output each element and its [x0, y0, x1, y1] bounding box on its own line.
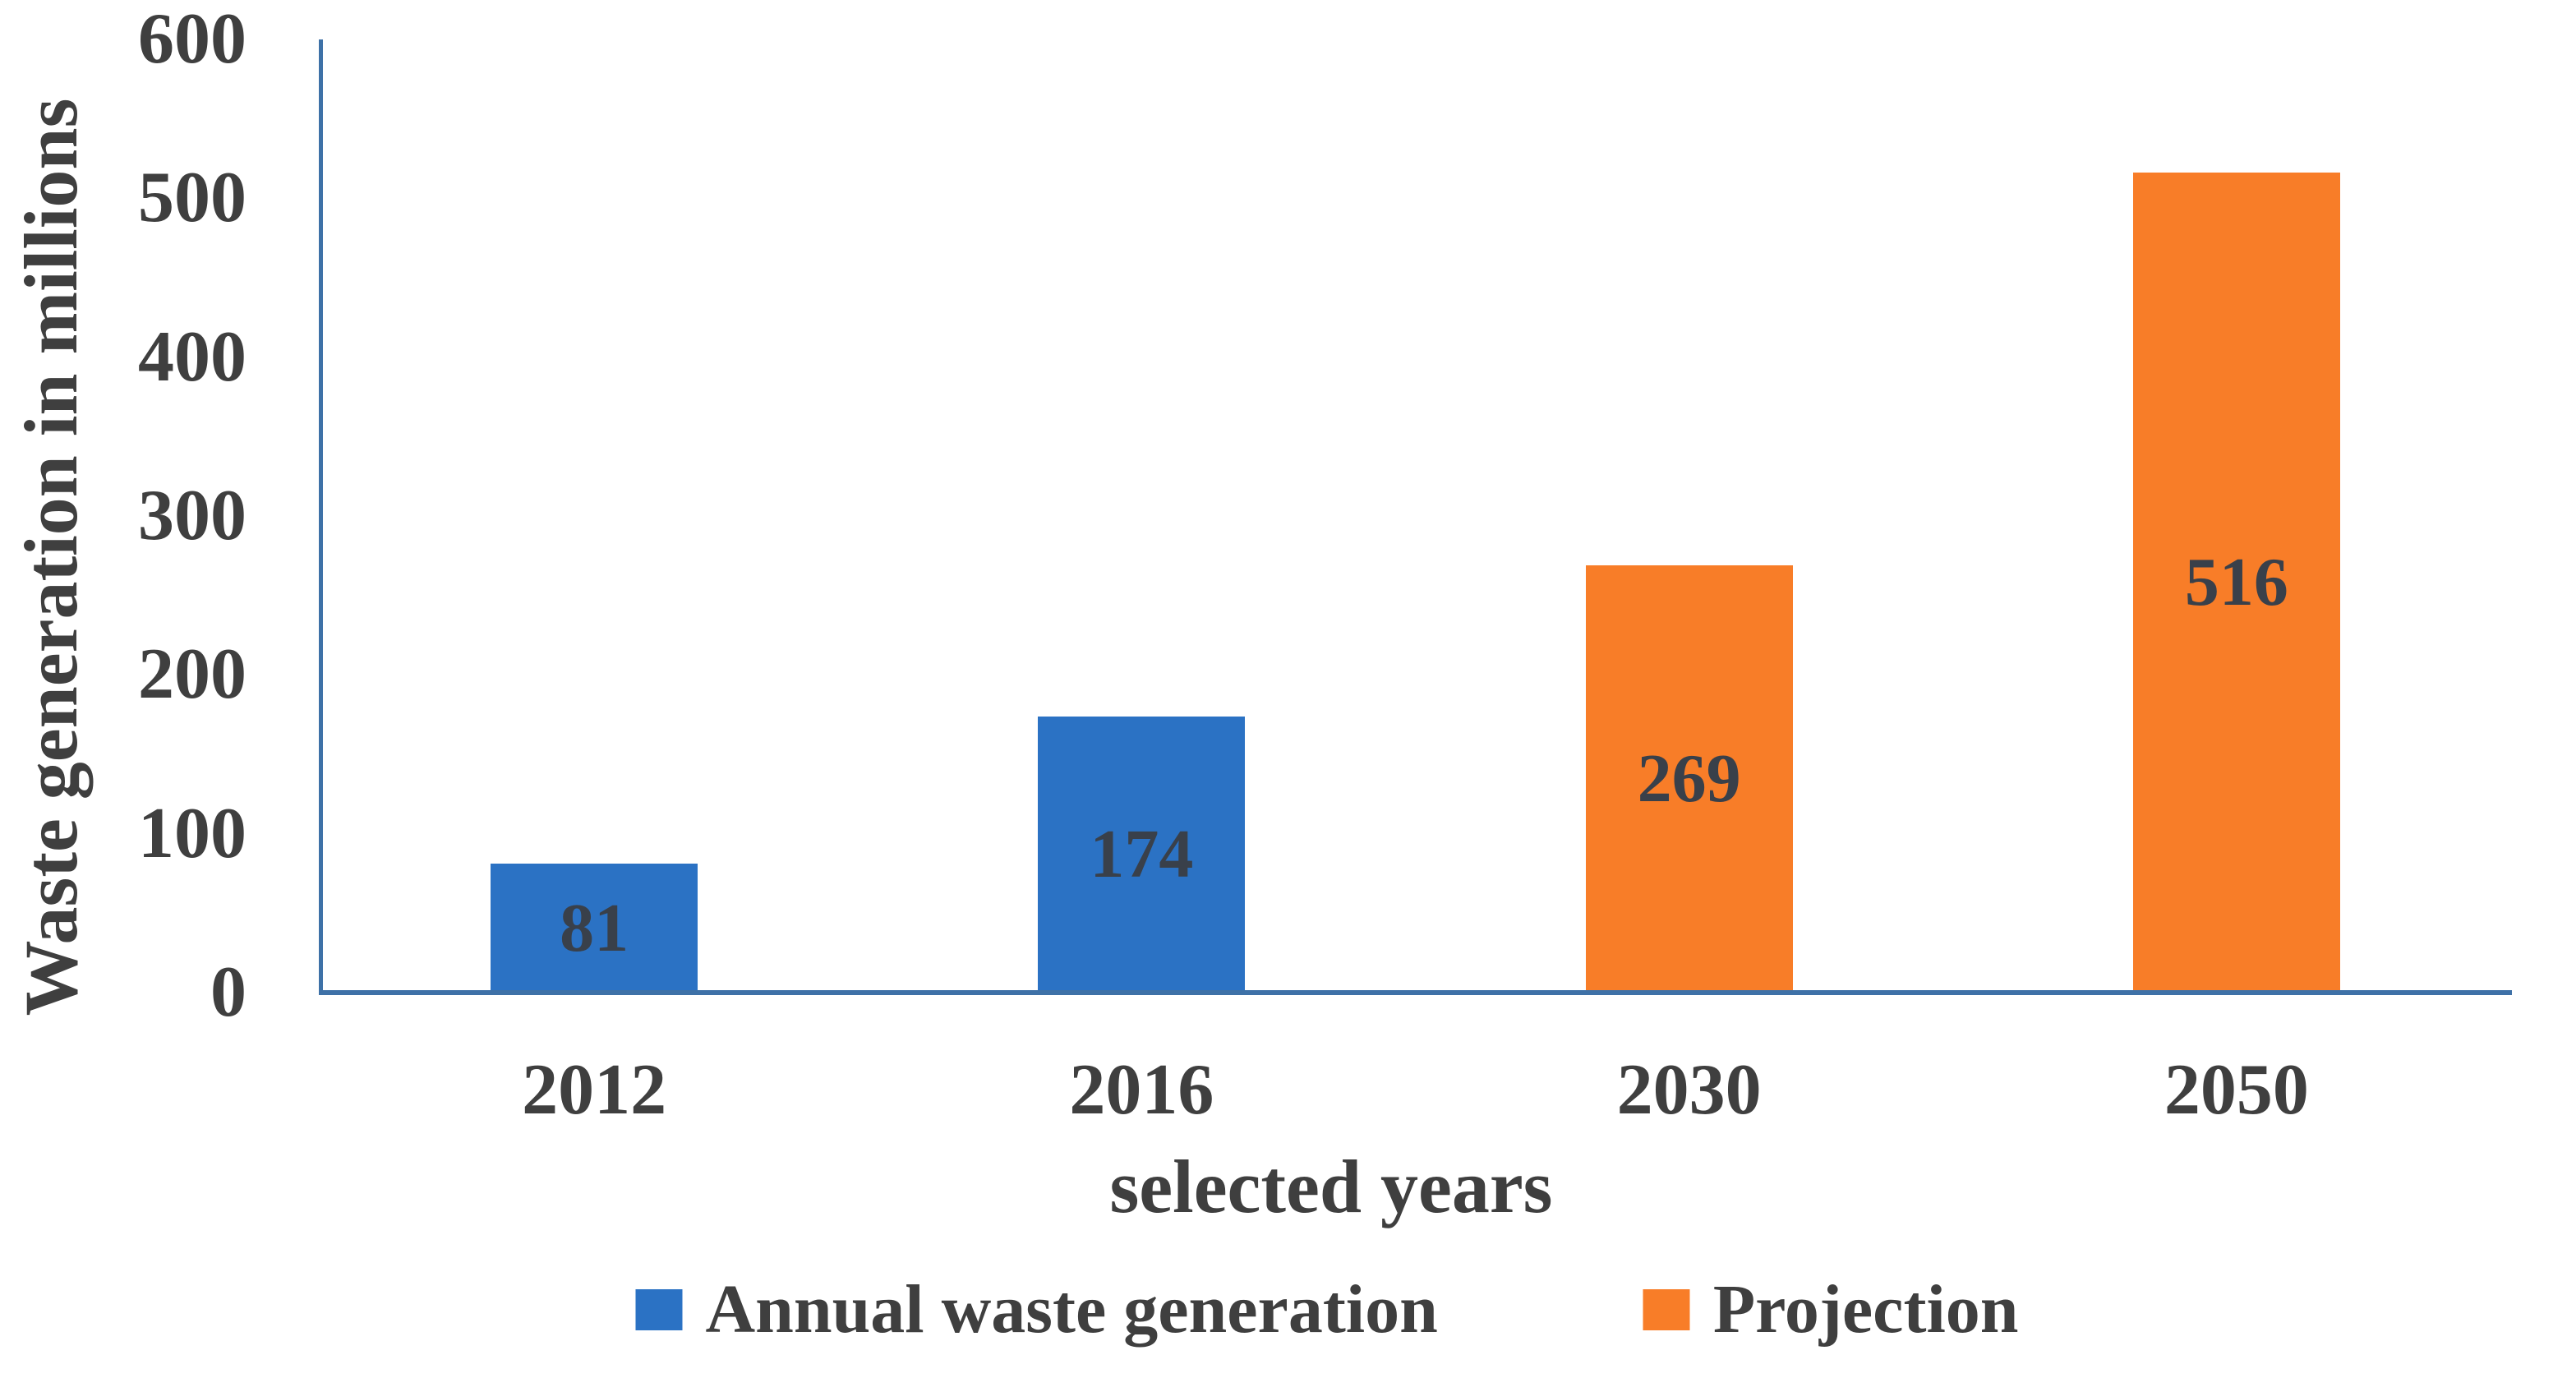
x-tick-2050: 2050: [2164, 1050, 2309, 1130]
bar-value-label-2030: 269: [1637, 740, 1741, 817]
x-axis-title: selected years: [1109, 1145, 1553, 1228]
bar-value-label-2012: 81: [560, 889, 629, 966]
x-tick-2016: 2016: [1069, 1050, 1214, 1130]
bar-value-label-2016: 174: [1090, 815, 1194, 892]
legend-label: Projection: [1712, 1271, 2019, 1348]
y-tick-300: 300: [138, 476, 247, 555]
plot-area: 81 174 269 516: [491, 173, 2340, 993]
x-tick-2030: 2030: [1616, 1050, 1762, 1130]
y-axis-line: [319, 39, 323, 993]
bar-2030: 269: [1585, 565, 1793, 993]
y-tick-0: 0: [210, 952, 247, 1032]
x-axis-line: [319, 990, 2512, 995]
y-tick-400: 400: [138, 316, 247, 397]
legend: Annual waste generation Projection: [635, 1271, 2019, 1348]
legend-item: Projection: [1643, 1275, 2019, 1344]
y-tick-500: 500: [138, 158, 247, 238]
legend-swatch-icon: [635, 1289, 683, 1330]
y-tick-100: 100: [138, 793, 247, 873]
y-tick-200: 200: [138, 634, 247, 715]
bar-value-label-2050: 516: [2184, 544, 2288, 621]
bar-2050: 516: [2132, 173, 2340, 993]
legend-item: Annual waste generation: [635, 1271, 1438, 1348]
legend-label: Annual waste generation: [705, 1271, 1438, 1348]
x-tick-2012: 2012: [522, 1050, 667, 1130]
y-axis-tick-labels: 0 100 200 300 400 500 600: [0, 0, 247, 1378]
bar-2016: 174: [1038, 716, 1246, 993]
bar-2012: 81: [491, 864, 698, 993]
y-tick-600: 600: [138, 0, 247, 79]
legend-swatch-icon: [1643, 1289, 1690, 1330]
